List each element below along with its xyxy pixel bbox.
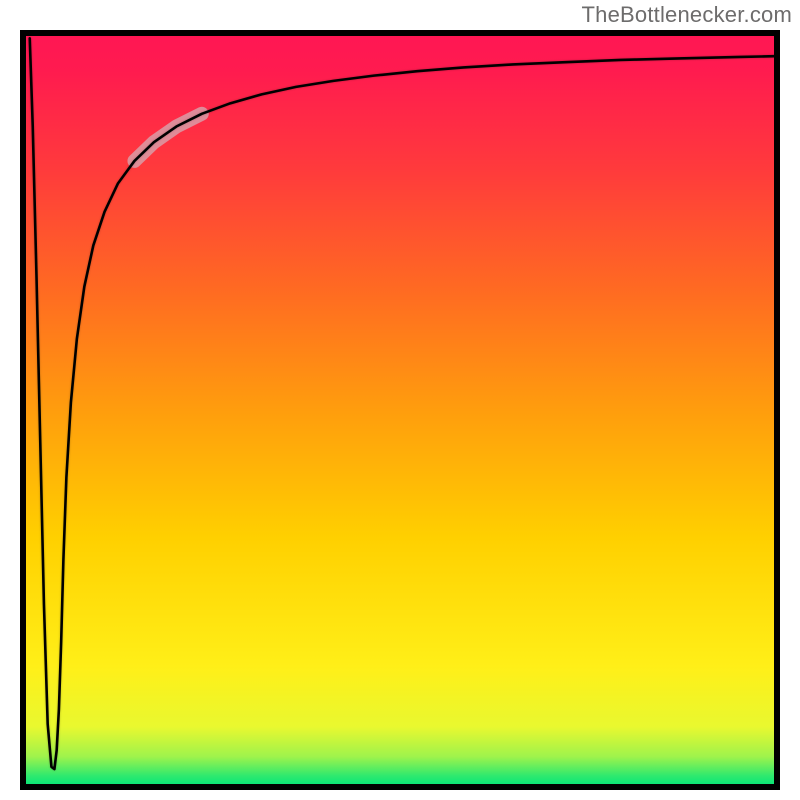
gradient-background: [23, 33, 777, 787]
plot-area: [20, 30, 780, 790]
watermark-label: TheBottlenecker.com: [582, 2, 792, 28]
plot-svg: [20, 30, 780, 790]
bottleneck-figure: TheBottlenecker.com: [0, 0, 800, 800]
